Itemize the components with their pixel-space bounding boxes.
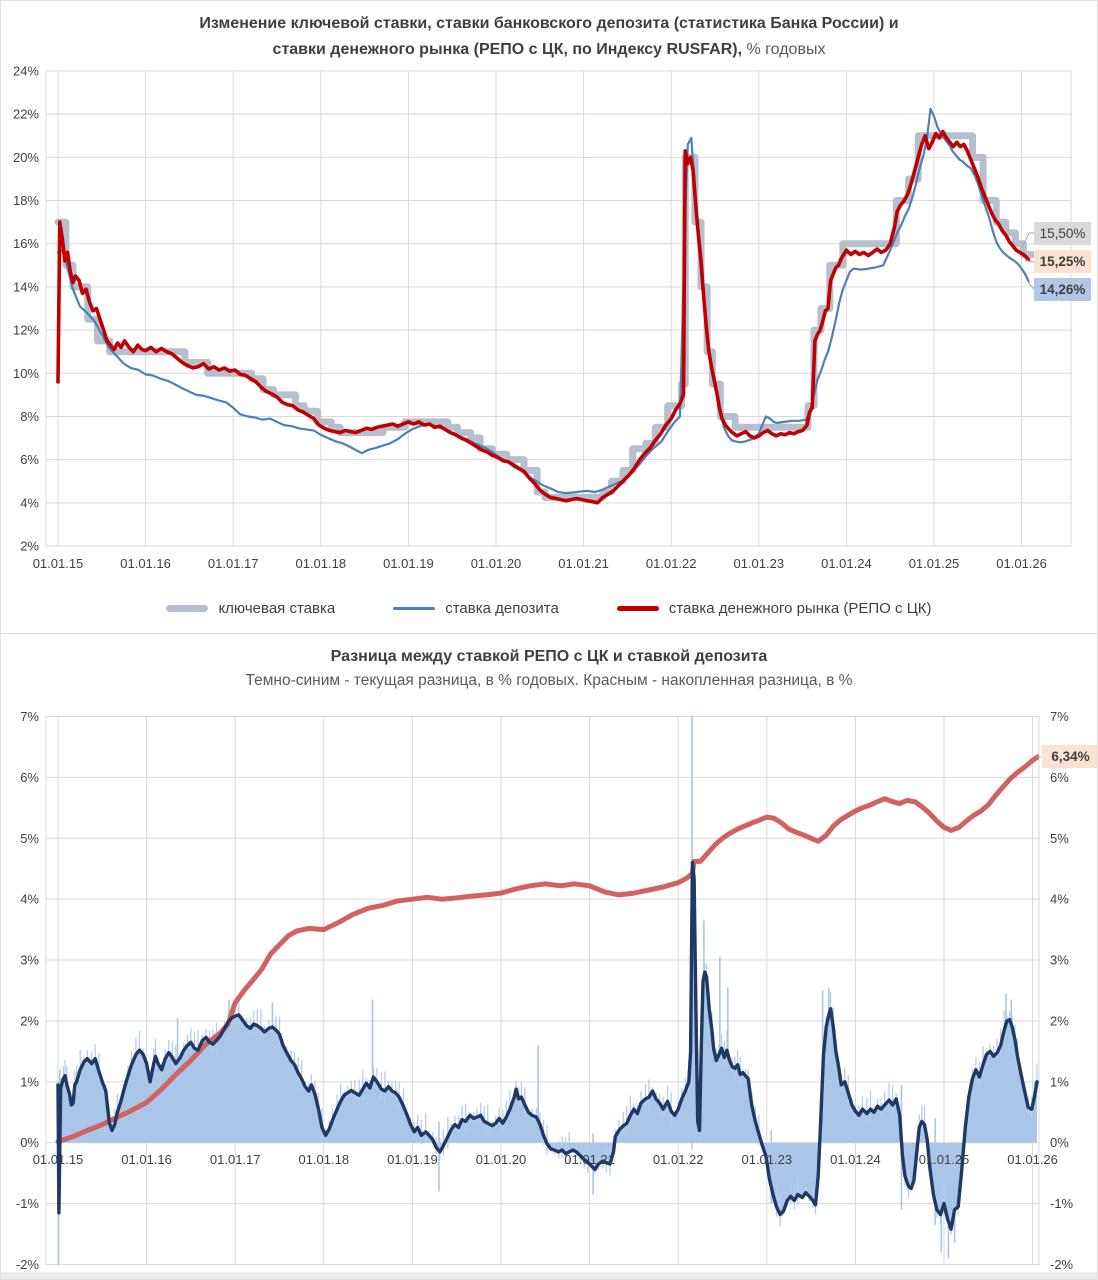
y-axis-tick-label: 6% bbox=[20, 452, 39, 467]
bottom-chart-title: Разница между ставкой РЕПО с ЦК и ставко… bbox=[1, 645, 1097, 693]
series-current-diff-line bbox=[56, 860, 1039, 1231]
legend-item-deposit-rate: ставка депозита bbox=[393, 600, 559, 617]
legend-label-repo-rate: ставка денежного рынка (РЕПО с ЦК) bbox=[668, 600, 932, 617]
y-axis-tick-label-right: 3% bbox=[1050, 953, 1069, 968]
series-key-rate-line bbox=[54, 132, 1036, 501]
y-axis-tick-label: 10% bbox=[13, 366, 39, 381]
top-chart-title-line2: ставки денежного рынка (РЕПО с ЦК, по Ин… bbox=[272, 41, 826, 58]
y-axis-tick-label-left: -2% bbox=[16, 1257, 40, 1272]
top-chart-series bbox=[54, 107, 1036, 505]
leader-key-rate bbox=[1021, 232, 1034, 249]
panel-divider bbox=[1, 633, 1097, 634]
series-repo-rate-line bbox=[56, 129, 1031, 505]
bottom-chart-subtitle: Темно-синим - текущая разница, в % годов… bbox=[245, 672, 853, 689]
repo-rate-value-label: 15,25% bbox=[1034, 250, 1091, 273]
y-axis-tick-label: 20% bbox=[13, 150, 39, 165]
plot-border bbox=[45, 716, 1040, 1265]
y-axis-tick-label: 4% bbox=[20, 495, 39, 510]
y-axis-tick-label-left: 0% bbox=[20, 1135, 39, 1150]
x-axis-tick-label: 01.01.16 bbox=[121, 1152, 172, 1167]
x-axis-tick-label: 01.01.22 bbox=[646, 556, 697, 571]
x-axis-tick-label: 01.01.19 bbox=[383, 556, 434, 571]
y-axis-tick-label: 8% bbox=[20, 409, 39, 424]
y-axis-tick-label-right: 6% bbox=[1050, 770, 1069, 785]
y-axis-tick-label-left: 4% bbox=[20, 892, 39, 907]
x-axis-tick-label: 01.01.18 bbox=[295, 556, 346, 571]
repo-rate-line-swatch-icon bbox=[616, 606, 659, 611]
x-axis-tick-label: 01.01.16 bbox=[120, 556, 171, 571]
y-axis-tick-label: 12% bbox=[13, 323, 39, 338]
y-axis-tick-label: 24% bbox=[13, 64, 39, 79]
key-rate-value-label: 15,50% bbox=[1034, 222, 1091, 245]
y-axis-tick-label-right: 2% bbox=[1050, 1013, 1069, 1028]
y-axis-tick-label-left: -1% bbox=[16, 1196, 40, 1211]
y-axis-tick-label: 2% bbox=[20, 539, 39, 554]
y-axis-tick-label-right: 4% bbox=[1050, 892, 1069, 907]
x-axis-tick-label: 01.01.17 bbox=[210, 1152, 261, 1167]
plot-border bbox=[45, 70, 1072, 547]
y-axis-tick-label-right: -2% bbox=[1050, 1257, 1074, 1272]
y-axis-tick-label-right: 1% bbox=[1050, 1074, 1069, 1089]
y-axis-tick-label-left: 7% bbox=[20, 709, 39, 724]
deposit-rate-line-swatch-icon bbox=[393, 607, 436, 610]
x-axis-tick-label: 01.01.20 bbox=[476, 1152, 527, 1167]
y-axis-tick-label-left: 3% bbox=[20, 953, 39, 968]
series-cumulative-diff-line bbox=[55, 754, 1039, 1144]
y-axis-tick-label: 22% bbox=[13, 107, 39, 122]
legend-label-deposit-rate: ставка депозита bbox=[445, 600, 559, 617]
legend-label-key-rate: ключевая ставка bbox=[218, 600, 336, 617]
x-axis-tick-label: 01.01.17 bbox=[208, 556, 259, 571]
x-axis-tick-label: 01.01.24 bbox=[821, 556, 872, 571]
y-axis-tick-label: 16% bbox=[13, 236, 39, 251]
y-axis-tick-label-left: 6% bbox=[20, 770, 39, 785]
top-chart-title: Изменение ключевой ставки, ставки банков… bbox=[1, 11, 1097, 63]
series-current-diff-area bbox=[58, 862, 1037, 1230]
x-axis-tick-label: 01.01.22 bbox=[653, 1152, 704, 1167]
x-axis-tick-label: 01.01.18 bbox=[298, 1152, 349, 1167]
y-axis-tick-label-left: 5% bbox=[20, 831, 39, 846]
x-axis-tick-label: 01.01.20 bbox=[471, 556, 522, 571]
y-axis-tick-label-left: 1% bbox=[20, 1074, 39, 1089]
x-axis-tick-label: 01.01.21 bbox=[558, 556, 609, 571]
legend: ключевая ставка ставка депозита ставка д… bbox=[1, 600, 1097, 617]
top-chart-title-line1: Изменение ключевой ставки, ставки банков… bbox=[199, 15, 899, 32]
leader-deposit-rate bbox=[1027, 281, 1035, 290]
legend-item-key-rate: ключевая ставка bbox=[166, 600, 335, 617]
y-axis-tick-label: 18% bbox=[13, 193, 39, 208]
cumulative-diff-value-label: 6,34% bbox=[1042, 745, 1097, 768]
y-axis-tick-label-right: 0% bbox=[1050, 1135, 1069, 1150]
x-axis-tick-label: 01.01.23 bbox=[741, 1152, 792, 1167]
x-axis-tick-label: 01.01.26 bbox=[1007, 1152, 1058, 1167]
leader-repo-rate bbox=[1024, 259, 1035, 263]
x-axis-tick-label: 01.01.25 bbox=[909, 556, 960, 571]
y-axis-tick-label: 14% bbox=[13, 279, 39, 294]
x-axis-tick-label: 01.01.21 bbox=[564, 1152, 615, 1167]
top-chart-title-units: % годовых bbox=[742, 41, 826, 58]
y-axis-tick-label-right: -1% bbox=[1050, 1196, 1074, 1211]
bottom-chart-series bbox=[55, 715, 1039, 1266]
deposit-rate-value-label: 14,26% bbox=[1034, 278, 1091, 301]
bottom-chart-title-text: Разница между ставкой РЕПО с ЦК и ставко… bbox=[330, 648, 768, 665]
x-axis-tick-label: 01.01.23 bbox=[733, 556, 784, 571]
y-axis-tick-label-left: 2% bbox=[20, 1013, 39, 1028]
y-axis-tick-label-right: 7% bbox=[1050, 709, 1069, 724]
x-axis-tick-label: 01.01.15 bbox=[33, 556, 84, 571]
x-axis-tick-label: 01.01.25 bbox=[919, 1152, 970, 1167]
series-deposit-rate-line bbox=[56, 107, 1030, 495]
y-axis-tick-label-right: 5% bbox=[1050, 831, 1069, 846]
x-axis-tick-label: 01.01.26 bbox=[996, 556, 1047, 571]
x-axis-tick-label: 01.01.19 bbox=[387, 1152, 438, 1167]
x-axis-tick-label: 01.01.24 bbox=[830, 1152, 881, 1167]
legend-item-repo-rate: ставка денежного рынка (РЕПО с ЦК) bbox=[616, 600, 932, 617]
x-axis-tick-label: 01.01.15 bbox=[33, 1152, 84, 1167]
key-rate-line-swatch-icon bbox=[166, 605, 209, 612]
bottom-strip bbox=[1, 1272, 1097, 1279]
